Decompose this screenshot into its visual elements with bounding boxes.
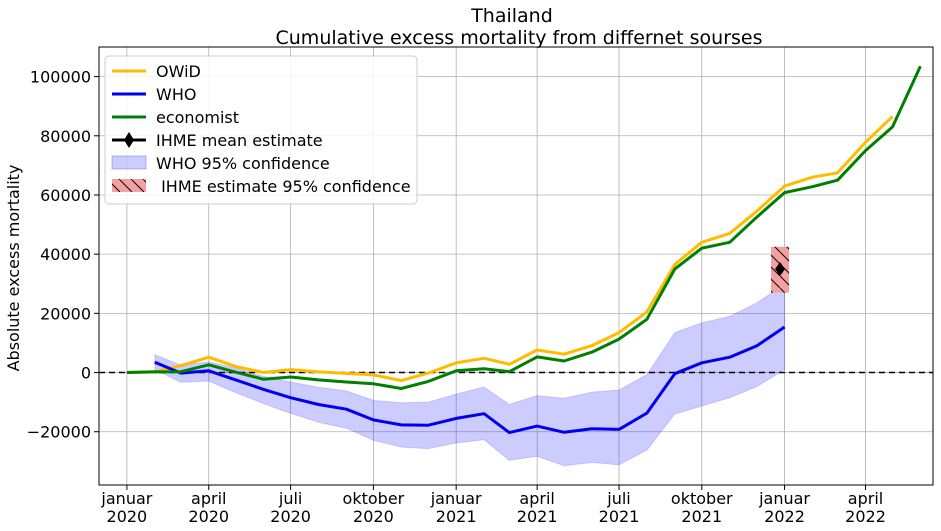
ihme-layer: [771, 246, 790, 293]
y-tick-label: 20000: [40, 304, 91, 323]
x-tick-label: oktober: [343, 489, 405, 508]
confidence-band-layer: [154, 282, 786, 467]
legend-label-who-confidence: WHO 95% confidence: [156, 154, 330, 173]
legend-label-ihme-confidence: IHME estimate 95% confidence: [156, 177, 411, 196]
series-line-layer: [99, 65, 933, 435]
chart-subtitle: Cumulative excess mortality from differn…: [276, 27, 763, 49]
y-tick-label: 80000: [40, 127, 91, 146]
legend-label-economist: economist: [156, 108, 239, 127]
series-line-who: [154, 325, 786, 435]
legend-swatch-ihme-confidence: [112, 179, 146, 192]
x-tick-label-year: 2021: [599, 507, 640, 526]
ihme-mean-marker: [775, 261, 786, 276]
x-tick-label-year: 2020: [188, 507, 229, 526]
x-tick-label: juli: [278, 489, 302, 508]
x-tick-label-year: 2021: [681, 507, 722, 526]
legend-swatch-who-confidence: [111, 155, 147, 170]
y-tick-label: 60000: [40, 186, 91, 205]
x-tick-label-year: 2020: [107, 507, 148, 526]
plot-frame: [98, 46, 934, 486]
who-confidence-band: [154, 282, 786, 467]
x-tick-label: oktober: [671, 489, 733, 508]
legend-label-who: WHO: [156, 85, 196, 104]
y-tick-label: 100000: [30, 68, 91, 87]
series-line-owid: [126, 115, 894, 382]
x-tick-label: juli: [606, 489, 630, 508]
legend-swatch-ihme-mean-diamond: [124, 132, 134, 148]
y-axis-label: Absolute excess mortality: [4, 165, 23, 372]
x-tick-label: april: [519, 489, 554, 508]
series-line-economist: [126, 65, 922, 390]
x-tick-label-year: 2022: [845, 507, 886, 526]
x-tick-label: januar: [758, 489, 810, 508]
y-tick-label: −20000: [27, 423, 91, 442]
x-tick-label-year: 2020: [270, 507, 311, 526]
x-tick-label-year: 2020: [353, 507, 394, 526]
x-tick-label: januar: [100, 489, 152, 508]
x-tick-label-year: 2022: [764, 507, 805, 526]
legend-box: [104, 55, 418, 205]
legend-label-ihme-mean: IHME mean estimate: [156, 131, 323, 150]
x-axis-ticks: januar2020april2020juli2020oktober2020ja…: [100, 485, 886, 526]
x-tick-label: april: [848, 489, 883, 508]
legend: OWiD WHO economist IHME mean estimate WH…: [104, 55, 418, 205]
x-tick-label: april: [191, 489, 226, 508]
chart-title: Thailand: [470, 5, 553, 27]
x-tick-label: januar: [430, 489, 482, 508]
y-tick-label: 40000: [40, 245, 91, 264]
y-axis-ticks: −20000 0 20000 40000 60000 80000 100000: [27, 68, 99, 442]
x-tick-label-year: 2021: [517, 507, 558, 526]
x-tick-label-year: 2021: [436, 507, 477, 526]
y-tick-label: 0: [81, 364, 91, 383]
legend-label-owid: OWiD: [156, 62, 201, 81]
